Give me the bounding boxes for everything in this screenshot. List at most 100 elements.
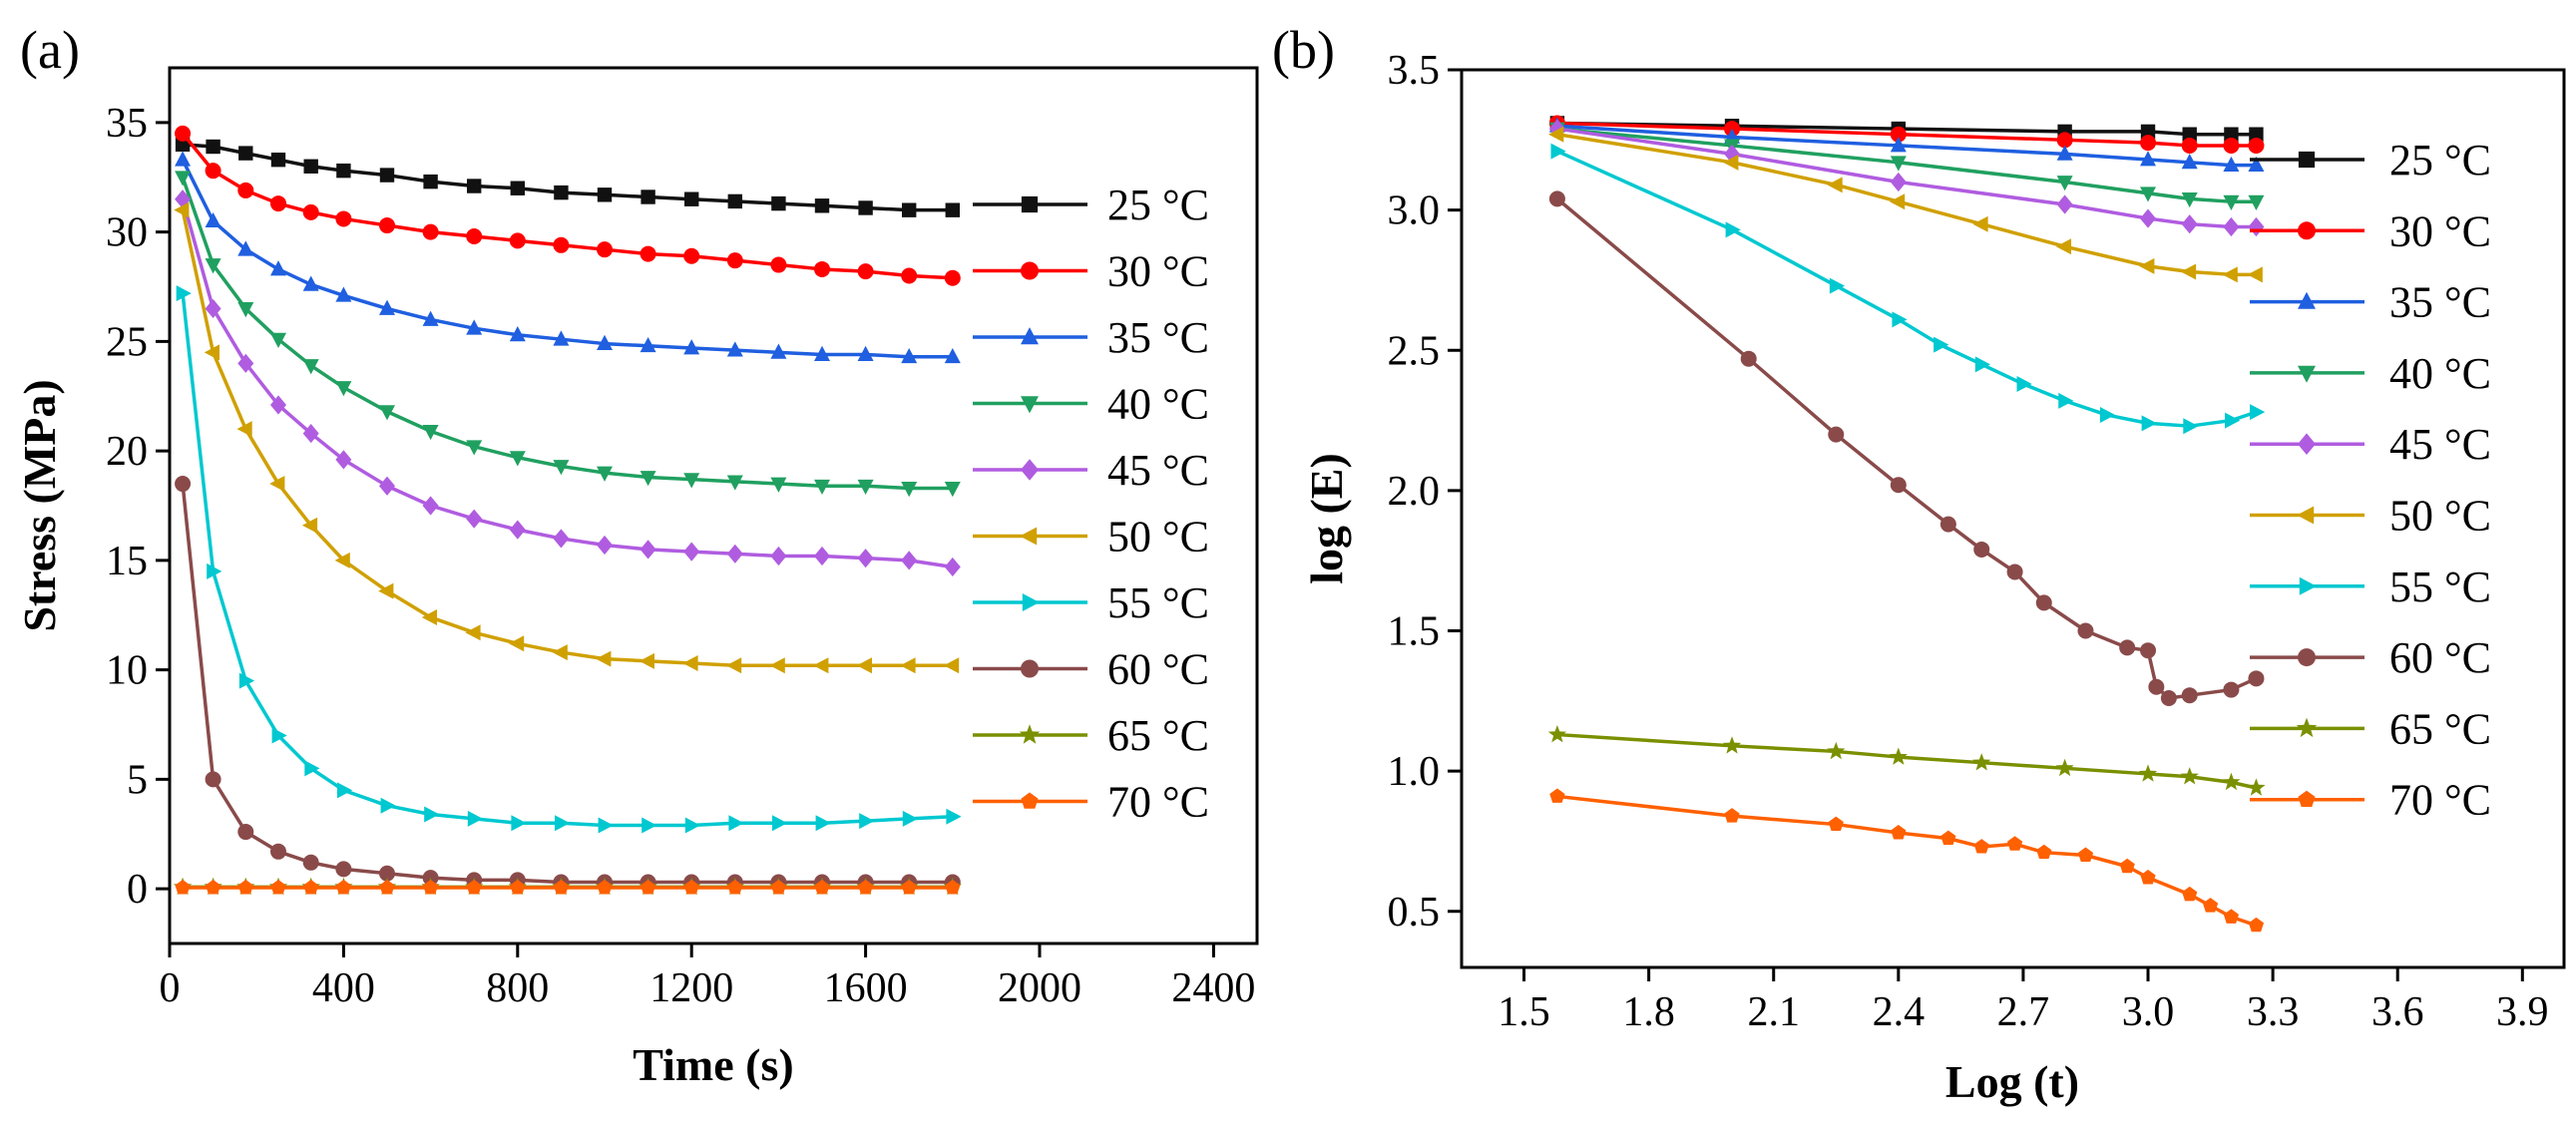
data-point bbox=[270, 843, 286, 860]
data-point bbox=[270, 152, 286, 168]
data-point bbox=[422, 310, 439, 326]
data-point bbox=[2056, 194, 2073, 214]
data-point bbox=[946, 808, 962, 825]
legend-marker bbox=[1021, 396, 1039, 414]
data-point bbox=[726, 252, 743, 269]
legend-marker bbox=[2298, 221, 2316, 240]
data-point bbox=[683, 473, 700, 489]
x-tick-label: 3.6 bbox=[2371, 989, 2424, 1035]
data-point bbox=[2248, 670, 2265, 687]
data-point bbox=[555, 815, 571, 832]
data-point bbox=[303, 880, 319, 895]
data-point bbox=[174, 201, 190, 218]
data-point bbox=[596, 650, 612, 667]
data-point bbox=[511, 815, 527, 832]
y-tick-label: 35 bbox=[106, 101, 148, 147]
data-point bbox=[597, 188, 613, 202]
legend-label: 40 °C bbox=[1107, 380, 1209, 429]
data-point bbox=[1890, 172, 1907, 192]
data-point bbox=[205, 771, 221, 788]
data-point bbox=[728, 815, 744, 832]
legend-marker bbox=[1021, 195, 1039, 213]
x-tick-label: 400 bbox=[312, 965, 375, 1011]
y-tick-label: 20 bbox=[106, 429, 148, 475]
data-point bbox=[639, 652, 654, 669]
data-point bbox=[857, 345, 874, 361]
legend-label: 45 °C bbox=[1107, 446, 1209, 495]
data-point bbox=[271, 727, 287, 744]
data-point bbox=[2138, 764, 2158, 782]
data-point bbox=[205, 258, 221, 274]
data-point bbox=[2099, 406, 2116, 423]
data-point bbox=[301, 517, 318, 534]
x-tick-label: 800 bbox=[486, 965, 549, 1011]
data-point bbox=[770, 880, 787, 895]
data-point bbox=[335, 861, 352, 878]
data-point bbox=[1722, 736, 1742, 754]
data-point bbox=[379, 865, 395, 882]
data-point bbox=[335, 450, 352, 470]
series-line bbox=[1555, 197, 2258, 700]
data-point bbox=[2181, 191, 2198, 208]
data-point bbox=[2223, 137, 2240, 154]
x-tick-label: 3.9 bbox=[2496, 989, 2549, 1035]
y-tick-label: 3.5 bbox=[1388, 48, 1441, 94]
legend-label: 70 °C bbox=[1107, 778, 1209, 827]
data-point bbox=[205, 163, 221, 180]
legend-marker bbox=[2296, 717, 2318, 738]
data-point bbox=[422, 223, 439, 240]
panel-a: (a) 0 400 800 1200 1600 2000 2400 0 5 10 15 20 25 30… bbox=[14, 20, 1259, 1090]
data-point bbox=[237, 353, 254, 373]
data-point bbox=[2056, 145, 2073, 161]
data-point bbox=[2055, 758, 2074, 777]
legend-marker bbox=[1021, 659, 1039, 678]
data-point bbox=[2077, 847, 2094, 862]
legend-label: 30 °C bbox=[2389, 206, 2491, 255]
data-point bbox=[237, 880, 253, 895]
data-point bbox=[553, 460, 570, 476]
x-tick-label: 1200 bbox=[649, 965, 733, 1011]
legend-marker bbox=[2299, 576, 2317, 595]
data-point bbox=[814, 345, 830, 361]
data-point bbox=[857, 263, 874, 280]
data-point bbox=[769, 657, 785, 674]
x-tick-label: 1600 bbox=[824, 965, 908, 1011]
data-point bbox=[270, 332, 286, 348]
data-point bbox=[857, 880, 874, 895]
legend-label: 55 °C bbox=[2389, 563, 2491, 611]
data-point bbox=[2119, 858, 2135, 874]
plot-frame-b bbox=[1460, 68, 2566, 969]
data-point bbox=[2181, 687, 2198, 704]
data-point bbox=[207, 563, 222, 579]
data-point bbox=[945, 202, 960, 217]
data-point bbox=[2140, 208, 2157, 228]
data-point bbox=[2247, 266, 2263, 283]
data-point bbox=[2160, 690, 2177, 706]
legend-label: 25 °C bbox=[1107, 181, 1209, 229]
data-point bbox=[175, 476, 192, 493]
data-point bbox=[175, 125, 192, 142]
data-point bbox=[2139, 257, 2155, 274]
data-point bbox=[553, 236, 570, 253]
y-axis-label-a: Stress (MPa) bbox=[14, 379, 65, 631]
data-point bbox=[270, 395, 286, 415]
data-point bbox=[379, 476, 395, 496]
data-point bbox=[466, 440, 483, 456]
x-tick-label: 2.7 bbox=[1997, 989, 2050, 1035]
data-point bbox=[2202, 898, 2219, 913]
data-point bbox=[2140, 642, 2157, 659]
data-point bbox=[1828, 816, 1844, 832]
data-point bbox=[770, 477, 787, 493]
data-point bbox=[2056, 176, 2073, 191]
data-point bbox=[859, 813, 875, 830]
legend-label: 50 °C bbox=[2389, 492, 2491, 541]
legend-label: 30 °C bbox=[1107, 247, 1209, 296]
x-axis-label-b: Log (t) bbox=[1945, 1056, 2079, 1107]
y-tick-label: 25 bbox=[106, 319, 148, 365]
y-tick-label: 3.0 bbox=[1388, 188, 1441, 234]
data-point bbox=[1973, 839, 1989, 854]
data-point bbox=[2148, 678, 2165, 695]
legend-label: 45 °C bbox=[2389, 420, 2491, 469]
x-ticks-b: 1.5 1.8 2.1 2.4 2.7 3.0 3.3 3.6 3.9 bbox=[1498, 967, 2549, 1035]
data-point bbox=[1972, 215, 1988, 232]
